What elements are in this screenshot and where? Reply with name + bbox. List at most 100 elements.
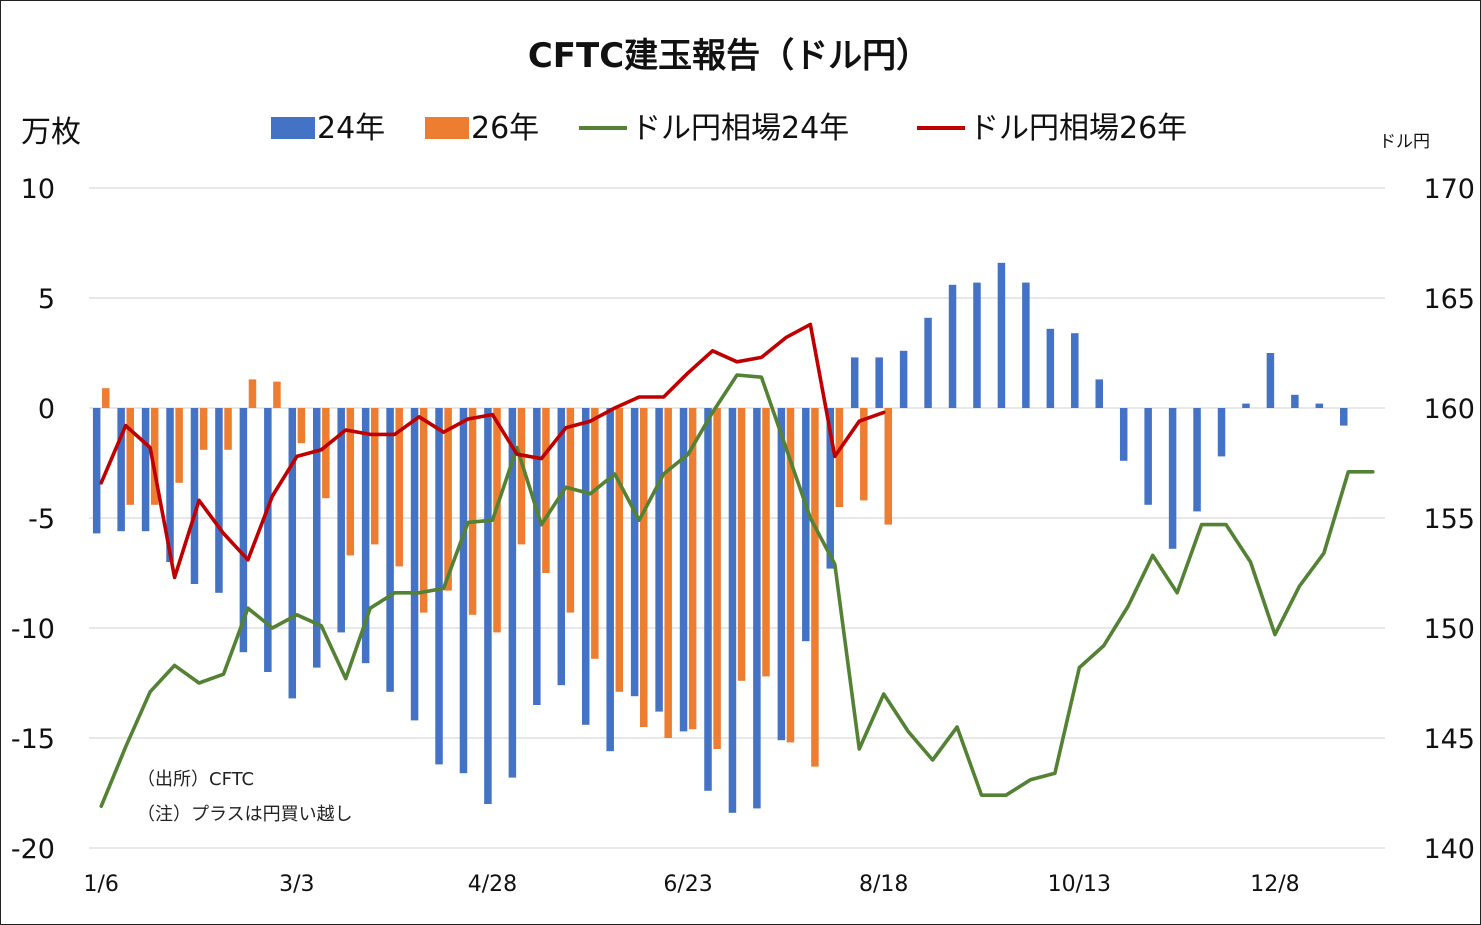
bar-26 <box>419 408 428 613</box>
right-axis-ticks: 170 165 160 155 150 145 140 <box>1423 174 1475 865</box>
bar-24 <box>1340 408 1348 426</box>
bar-26 <box>297 408 306 444</box>
right-tick-label: 155 <box>1423 504 1475 535</box>
bar-24 <box>1071 333 1079 408</box>
bar-24 <box>264 408 272 672</box>
bar-26 <box>493 408 501 633</box>
gridlines <box>89 187 1385 849</box>
bar-24 <box>166 408 174 562</box>
bar-24 <box>361 408 370 664</box>
left-tick-label: 0 <box>38 394 55 425</box>
bar-24 <box>728 408 737 813</box>
bar-24 <box>1291 394 1299 408</box>
x-tick-label: 4/28 <box>468 872 517 897</box>
bar-24 <box>484 408 492 804</box>
legend-swatch-26-bar <box>425 117 469 139</box>
bar-24 <box>924 317 932 408</box>
bar-24 <box>533 408 541 705</box>
bar-24 <box>313 408 321 668</box>
bar-24 <box>1168 408 1177 549</box>
bar-24 <box>997 262 1006 408</box>
bar-24 <box>1193 408 1201 512</box>
bar-24 <box>875 357 883 408</box>
line-usdjpy-26 <box>99 322 886 580</box>
bar-26 <box>102 388 110 408</box>
bar-26 <box>664 408 672 738</box>
bar-24 <box>606 408 614 752</box>
bar-24 <box>1022 282 1030 408</box>
bar-26 <box>884 408 893 525</box>
bar-24 <box>630 408 639 697</box>
bar-24 <box>948 284 957 408</box>
bar-26 <box>860 408 868 501</box>
right-tick-label: 150 <box>1423 614 1475 645</box>
x-tick-label: 6/23 <box>663 872 712 897</box>
bar-26 <box>835 408 844 507</box>
bar-26 <box>811 408 819 767</box>
bar-26 <box>468 408 477 615</box>
bar-24 <box>1144 408 1152 505</box>
left-tick-label: 10 <box>21 174 55 205</box>
bar-26 <box>224 408 232 450</box>
bar-26 <box>639 408 648 727</box>
bar-26 <box>566 408 575 613</box>
bar-24 <box>973 282 981 408</box>
bar-24 <box>410 408 419 721</box>
bar-26 <box>444 408 452 591</box>
bar-24 <box>337 408 345 633</box>
x-tick-label: 10/13 <box>1048 872 1111 897</box>
bar-26 <box>150 408 159 505</box>
bar-24 <box>1046 328 1055 408</box>
bar-26 <box>591 408 599 659</box>
x-tick-label: 1/6 <box>84 872 119 897</box>
bar-26 <box>175 408 183 483</box>
bar-26 <box>737 408 746 681</box>
bar-24 <box>850 357 859 408</box>
bar-24 <box>704 408 712 791</box>
bar-24 <box>141 408 150 532</box>
source-note: （出所）CFTC <box>137 769 254 790</box>
x-tick-label: 8/18 <box>859 872 908 897</box>
left-axis-ticks: 10 5 0 -5 -10 -15 -20 <box>11 174 55 865</box>
bar-26 <box>542 408 550 573</box>
left-tick-label: -10 <box>11 614 55 645</box>
bar-24 <box>826 408 835 569</box>
legend-label-26-bar: 26年 <box>471 111 539 146</box>
bar-24 <box>1266 353 1275 408</box>
right-tick-label: 165 <box>1423 284 1475 315</box>
bar-24 <box>288 408 297 699</box>
bar-26 <box>395 408 403 567</box>
sign-note: （注）プラスは円買い越し <box>137 804 353 825</box>
bar-24 <box>802 408 810 642</box>
bar-26 <box>615 408 624 692</box>
legend-label-24-line: ドル円相場24年 <box>631 111 849 146</box>
bar-24 <box>435 408 443 765</box>
left-tick-label: 5 <box>38 284 55 315</box>
bar-24 <box>899 350 908 408</box>
bar-24 <box>239 408 248 653</box>
left-tick-label: -5 <box>28 504 55 535</box>
bar-24 <box>557 408 566 686</box>
bar-24 <box>581 408 590 725</box>
x-tick-label: 3/3 <box>279 872 314 897</box>
bar-24 <box>679 408 688 732</box>
bar-26 <box>371 408 379 545</box>
bar-26 <box>762 408 770 677</box>
bar-24 <box>1242 403 1250 408</box>
bar-26 <box>199 408 208 450</box>
x-tick-label: 12/8 <box>1250 872 1299 897</box>
right-axis-unit: ドル円 <box>1379 132 1430 152</box>
bar-26 <box>786 408 795 743</box>
bar-24 <box>777 408 786 741</box>
left-axis-unit: 万枚 <box>21 115 81 150</box>
bar-24 <box>1095 379 1103 408</box>
x-axis-ticks: 1/6 3/3 4/28 6/23 8/18 10/13 12/8 <box>84 872 1300 897</box>
bar-24 <box>386 408 394 692</box>
bar-26 <box>688 408 697 730</box>
legend: 24年 26年 ドル円相場24年 ドル円相場26年 <box>271 111 1187 146</box>
left-tick-label: -20 <box>11 834 55 865</box>
bar-24 <box>508 408 517 778</box>
bar-24 <box>92 408 101 534</box>
bar-26 <box>322 408 330 499</box>
